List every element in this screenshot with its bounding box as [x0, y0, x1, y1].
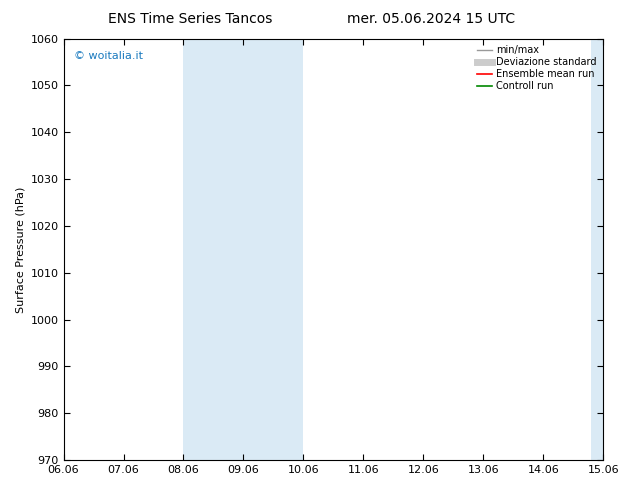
Text: ENS Time Series Tancos: ENS Time Series Tancos: [108, 12, 273, 26]
Y-axis label: Surface Pressure (hPa): Surface Pressure (hPa): [15, 186, 25, 313]
Legend: min/max, Deviazione standard, Ensemble mean run, Controll run: min/max, Deviazione standard, Ensemble m…: [476, 44, 598, 93]
Bar: [183, 39, 304, 460]
Bar: [591, 39, 634, 460]
Text: © woitalia.it: © woitalia.it: [74, 51, 143, 61]
Text: mer. 05.06.2024 15 UTC: mer. 05.06.2024 15 UTC: [347, 12, 515, 26]
